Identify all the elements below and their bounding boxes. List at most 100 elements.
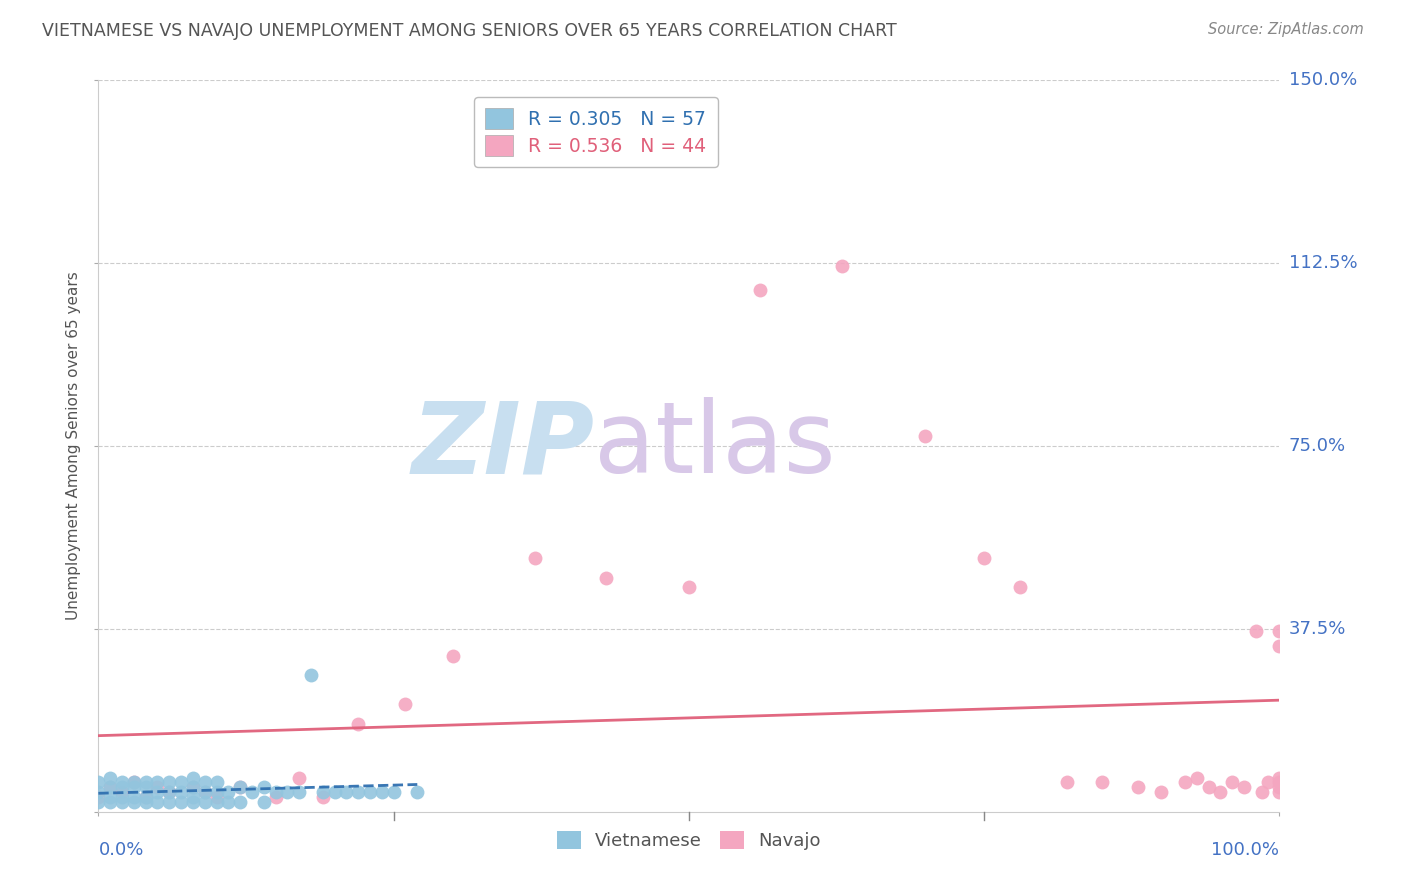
Point [1244, 624, 1267, 639]
Point [1268, 639, 1291, 653]
Point [1268, 624, 1291, 639]
Text: VIETNAMESE VS NAVAJO UNEMPLOYMENT AMONG SENIORS OVER 65 YEARS CORRELATION CHART: VIETNAMESE VS NAVAJO UNEMPLOYMENT AMONG … [42, 22, 897, 40]
Point [87, 775, 110, 789]
Point [1220, 775, 1243, 789]
Text: 0.0%: 0.0% [98, 841, 143, 859]
Point [264, 785, 287, 799]
Point [406, 785, 429, 799]
Point [87, 795, 110, 809]
Legend: Vietnamese, Navajo: Vietnamese, Navajo [550, 823, 828, 857]
Point [98, 790, 121, 805]
Point [217, 795, 239, 809]
Point [1198, 780, 1220, 795]
Point [181, 790, 204, 805]
Point [359, 785, 381, 799]
Point [205, 790, 228, 805]
Point [347, 785, 370, 799]
Point [595, 571, 617, 585]
Point [194, 785, 217, 799]
Point [122, 780, 145, 795]
Point [146, 785, 169, 799]
Point [229, 780, 252, 795]
Text: atlas: atlas [595, 398, 837, 494]
Point [1126, 780, 1149, 795]
Point [157, 775, 180, 789]
Point [1250, 785, 1272, 799]
Point [157, 795, 180, 809]
Point [1268, 785, 1291, 799]
Point [288, 785, 311, 799]
Point [288, 771, 311, 785]
Point [135, 790, 157, 805]
Point [98, 795, 121, 809]
Point [264, 790, 287, 805]
Point [335, 785, 357, 799]
Point [181, 795, 204, 809]
Point [1233, 780, 1256, 795]
Point [312, 785, 335, 799]
Text: Source: ZipAtlas.com: Source: ZipAtlas.com [1208, 22, 1364, 37]
Point [111, 780, 134, 795]
Text: 37.5%: 37.5% [1289, 620, 1347, 638]
Point [122, 795, 145, 809]
Y-axis label: Unemployment Among Seniors over 65 years: Unemployment Among Seniors over 65 years [66, 272, 82, 620]
Point [135, 795, 157, 809]
Point [111, 795, 134, 809]
Point [831, 259, 853, 273]
Point [1268, 771, 1291, 785]
Point [194, 775, 217, 789]
Text: 100.0%: 100.0% [1212, 841, 1279, 859]
Point [170, 795, 193, 809]
Point [194, 795, 217, 809]
Point [98, 780, 121, 795]
Point [253, 780, 276, 795]
Point [181, 771, 204, 785]
Point [157, 785, 180, 799]
Point [240, 785, 263, 799]
Point [276, 785, 298, 799]
Point [111, 775, 134, 789]
Point [394, 698, 416, 712]
Point [382, 785, 405, 799]
Point [371, 785, 394, 799]
Point [98, 771, 121, 785]
Point [312, 790, 335, 805]
Point [98, 780, 121, 795]
Point [122, 775, 145, 789]
Point [229, 780, 252, 795]
Point [170, 775, 193, 789]
Point [1091, 775, 1114, 789]
Point [1174, 775, 1197, 789]
Point [217, 785, 239, 799]
Point [135, 790, 157, 805]
Point [678, 581, 700, 595]
Point [122, 790, 145, 805]
Point [146, 780, 169, 795]
Text: 112.5%: 112.5% [1289, 254, 1358, 272]
Point [205, 795, 228, 809]
Point [157, 785, 180, 799]
Text: 150.0%: 150.0% [1289, 71, 1357, 89]
Point [87, 785, 110, 799]
Text: 75.0%: 75.0% [1289, 437, 1346, 455]
Point [111, 790, 134, 805]
Point [748, 283, 770, 297]
Point [135, 775, 157, 789]
Point [205, 775, 228, 789]
Point [347, 717, 370, 731]
Point [973, 551, 995, 566]
Point [524, 551, 547, 566]
Point [122, 775, 145, 789]
Point [146, 795, 169, 809]
Point [323, 785, 346, 799]
Point [1268, 780, 1291, 795]
Point [914, 429, 936, 443]
Point [205, 785, 228, 799]
Point [1268, 775, 1291, 789]
Point [194, 785, 217, 799]
Point [135, 780, 157, 795]
Point [87, 790, 110, 805]
Point [1056, 775, 1078, 789]
Point [170, 785, 193, 799]
Point [1257, 775, 1279, 789]
